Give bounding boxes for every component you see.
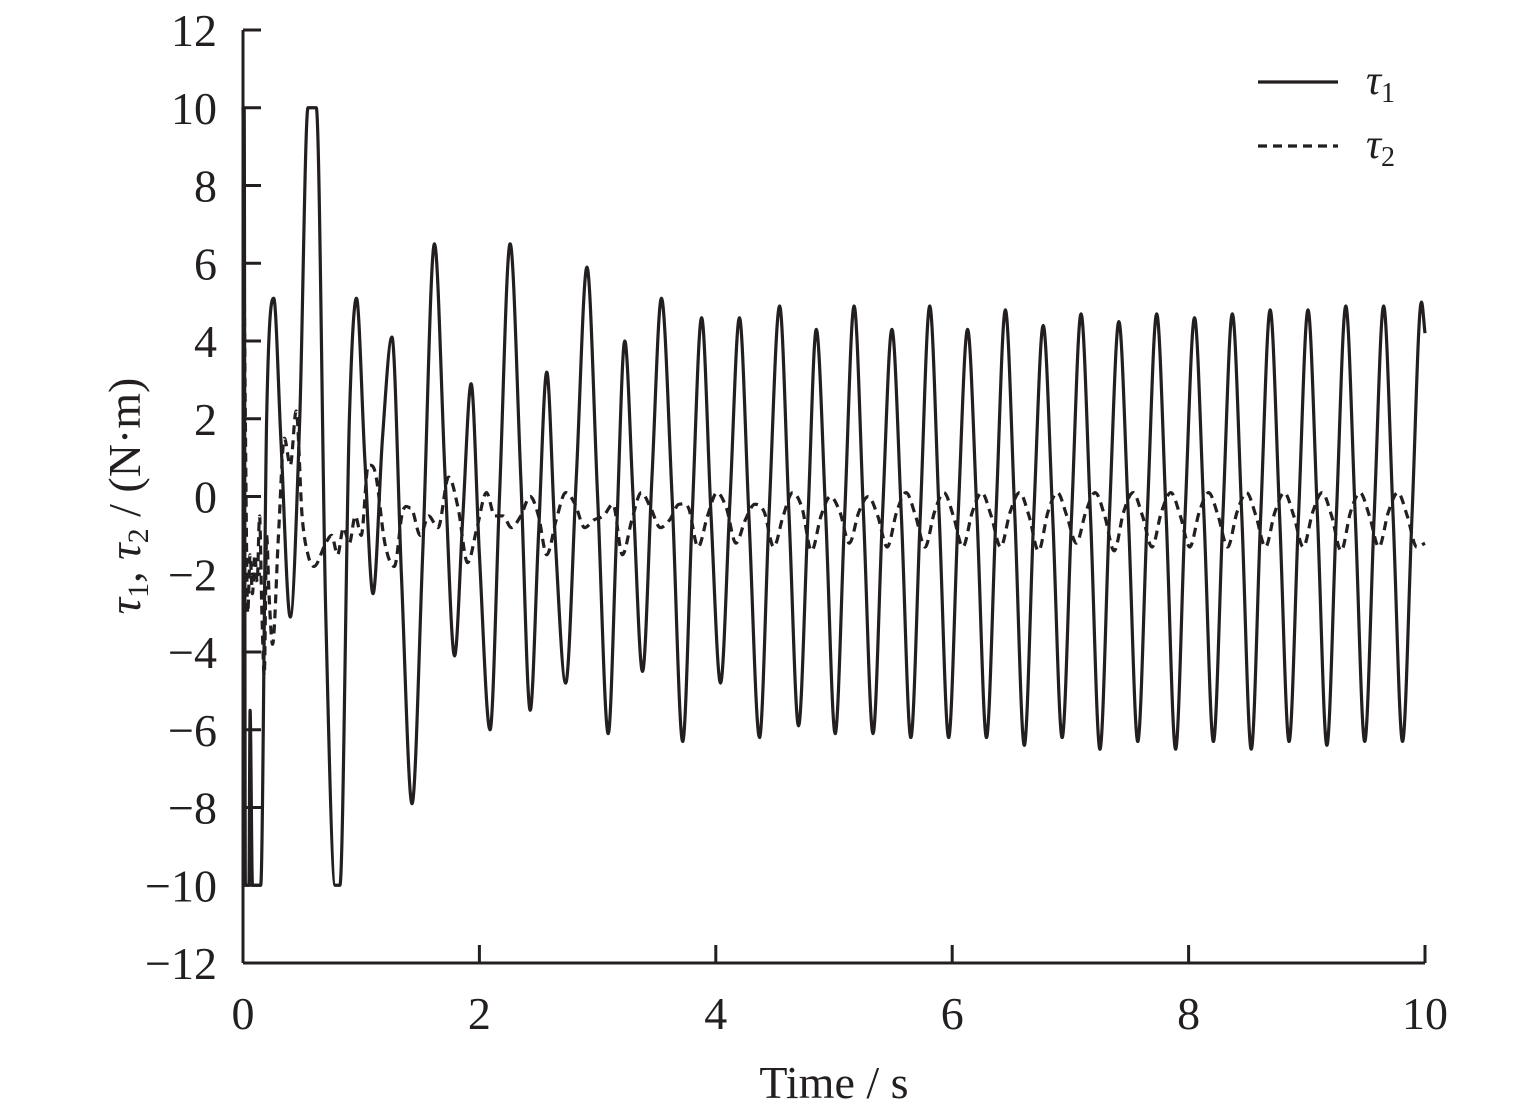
axes: [241, 30, 1425, 965]
legend-label-tau1: τ1: [1366, 58, 1395, 109]
y-axis-title-sub1: 1: [122, 583, 155, 598]
y-axis-title-sym1: τ: [99, 596, 150, 614]
y-ticks: 12 10 8 6 4 2 0 −2 −4 −6 −8 −10 −12: [145, 5, 261, 989]
y-tick-label: 8: [194, 161, 217, 212]
y-tick-label: −12: [145, 938, 217, 989]
x-tick-label: 0: [232, 988, 255, 1039]
y-axis-title-sub2: 2: [122, 528, 155, 543]
y-axis-title: τ1, τ2 / (N·m): [99, 378, 155, 615]
legend-label-tau2-symbol: τ: [1366, 122, 1383, 168]
legend-label-tau1-symbol: τ: [1366, 58, 1383, 104]
y-tick-label: 2: [194, 394, 217, 445]
series-line-2: [241, 107, 1426, 677]
legend-label-tau2-sub: 2: [1381, 142, 1395, 173]
series-group: [241, 106, 1427, 887]
y-tick-label: −8: [168, 783, 217, 834]
y-axis-title-sep: ,: [99, 560, 150, 583]
y-tick-label: −2: [168, 549, 217, 600]
x-axis-title: Time / s: [759, 1057, 908, 1108]
x-tick-label: 10: [1402, 988, 1448, 1039]
y-axis-title-unit: / (N·m): [99, 378, 150, 529]
legend: τ1 τ2: [1258, 58, 1395, 173]
x-tick-label: 4: [704, 988, 727, 1039]
y-tick-label: 6: [194, 238, 217, 289]
y-tick-label: 0: [194, 472, 217, 523]
x-tick-label: 6: [941, 988, 964, 1039]
y-tick-label: −6: [168, 705, 217, 756]
y-tick-label: 4: [194, 316, 217, 367]
y-axis-title-sym2: τ: [99, 542, 150, 560]
x-ticks: 0 2 4 6 8 10: [232, 945, 1448, 1039]
x-tick-label: 2: [468, 988, 491, 1039]
y-tick-label: −10: [145, 860, 217, 911]
y-tick-label: −4: [168, 627, 217, 678]
legend-label-tau2: τ2: [1366, 122, 1395, 173]
legend-label-tau1-sub: 1: [1381, 78, 1395, 109]
y-tick-label: 12: [171, 5, 217, 56]
x-tick-label: 8: [1177, 988, 1200, 1039]
y-tick-label: 10: [171, 83, 217, 134]
series-line-1: [242, 106, 1427, 887]
